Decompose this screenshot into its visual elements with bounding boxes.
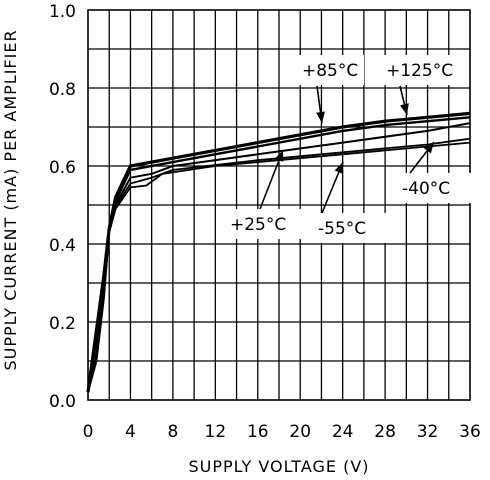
annotation-background xyxy=(310,213,390,243)
annotation-label: +85°C xyxy=(302,61,358,81)
annotation-layer: +85°C +125°C +25°C -55°C -40°C xyxy=(222,55,474,243)
x-tick-label: 20 xyxy=(289,422,311,442)
x-tick-label: 24 xyxy=(332,422,354,442)
annotation-25-c: +25°C xyxy=(222,149,304,239)
annotation-40-c: -40°C xyxy=(396,141,474,203)
series-line-55-c xyxy=(87,137,471,393)
annotation-55-c: -55°C xyxy=(310,161,390,243)
x-tick-label: 4 xyxy=(125,422,136,442)
y-tick-label: 0.0 xyxy=(49,392,76,412)
y-axis-label: SUPPLY CURRENT (mA) PER AMPLIFIER xyxy=(1,29,20,370)
annotation-85-c: +85°C xyxy=(290,55,364,124)
annotation-background xyxy=(376,55,468,85)
x-tick-label: 0 xyxy=(83,422,94,442)
plot-frame xyxy=(87,9,471,401)
x-tick-label: 28 xyxy=(374,422,396,442)
x-tick-label: 32 xyxy=(417,422,439,442)
x-tick-labels: 0 4 8 12 16 20 24 28 32 36 xyxy=(83,422,481,442)
annotation-background xyxy=(396,173,474,203)
annotation-background xyxy=(222,209,304,239)
annotation-arrowhead xyxy=(316,111,325,123)
x-tick-label: 16 xyxy=(247,422,269,442)
series-line-25-c xyxy=(87,122,471,393)
x-axis-label: SUPPLY VOLTAGE (V) xyxy=(189,457,370,476)
annotation-arrowhead xyxy=(274,150,284,162)
annotation-125-c: +125°C xyxy=(376,55,468,116)
y-tick-label: 0.2 xyxy=(49,314,76,334)
y-tick-label: 0.4 xyxy=(49,236,76,256)
y-tick-label: 0.8 xyxy=(49,80,76,100)
series-line-85-c xyxy=(86,116,471,393)
annotation-label: +25°C xyxy=(230,215,286,235)
x-tick-label: 36 xyxy=(459,422,481,442)
annotation-arrowhead xyxy=(400,103,409,115)
annotation-arrowhead xyxy=(423,142,434,154)
annotation-label: -40°C xyxy=(402,179,450,199)
annotation-label: -55°C xyxy=(318,219,366,239)
x-tick-label: 12 xyxy=(205,422,227,442)
annotation-arrowhead xyxy=(334,162,343,174)
annotation-label: +125°C xyxy=(386,61,453,81)
y-tick-label: 0.6 xyxy=(49,158,76,178)
series-layer xyxy=(86,111,471,393)
x-tick-label: 8 xyxy=(167,422,178,442)
y-tick-labels: 0.0 0.2 0.4 0.6 0.8 1.0 xyxy=(49,2,76,412)
y-tick-label: 1.0 xyxy=(49,2,76,22)
annotation-background xyxy=(290,55,364,85)
